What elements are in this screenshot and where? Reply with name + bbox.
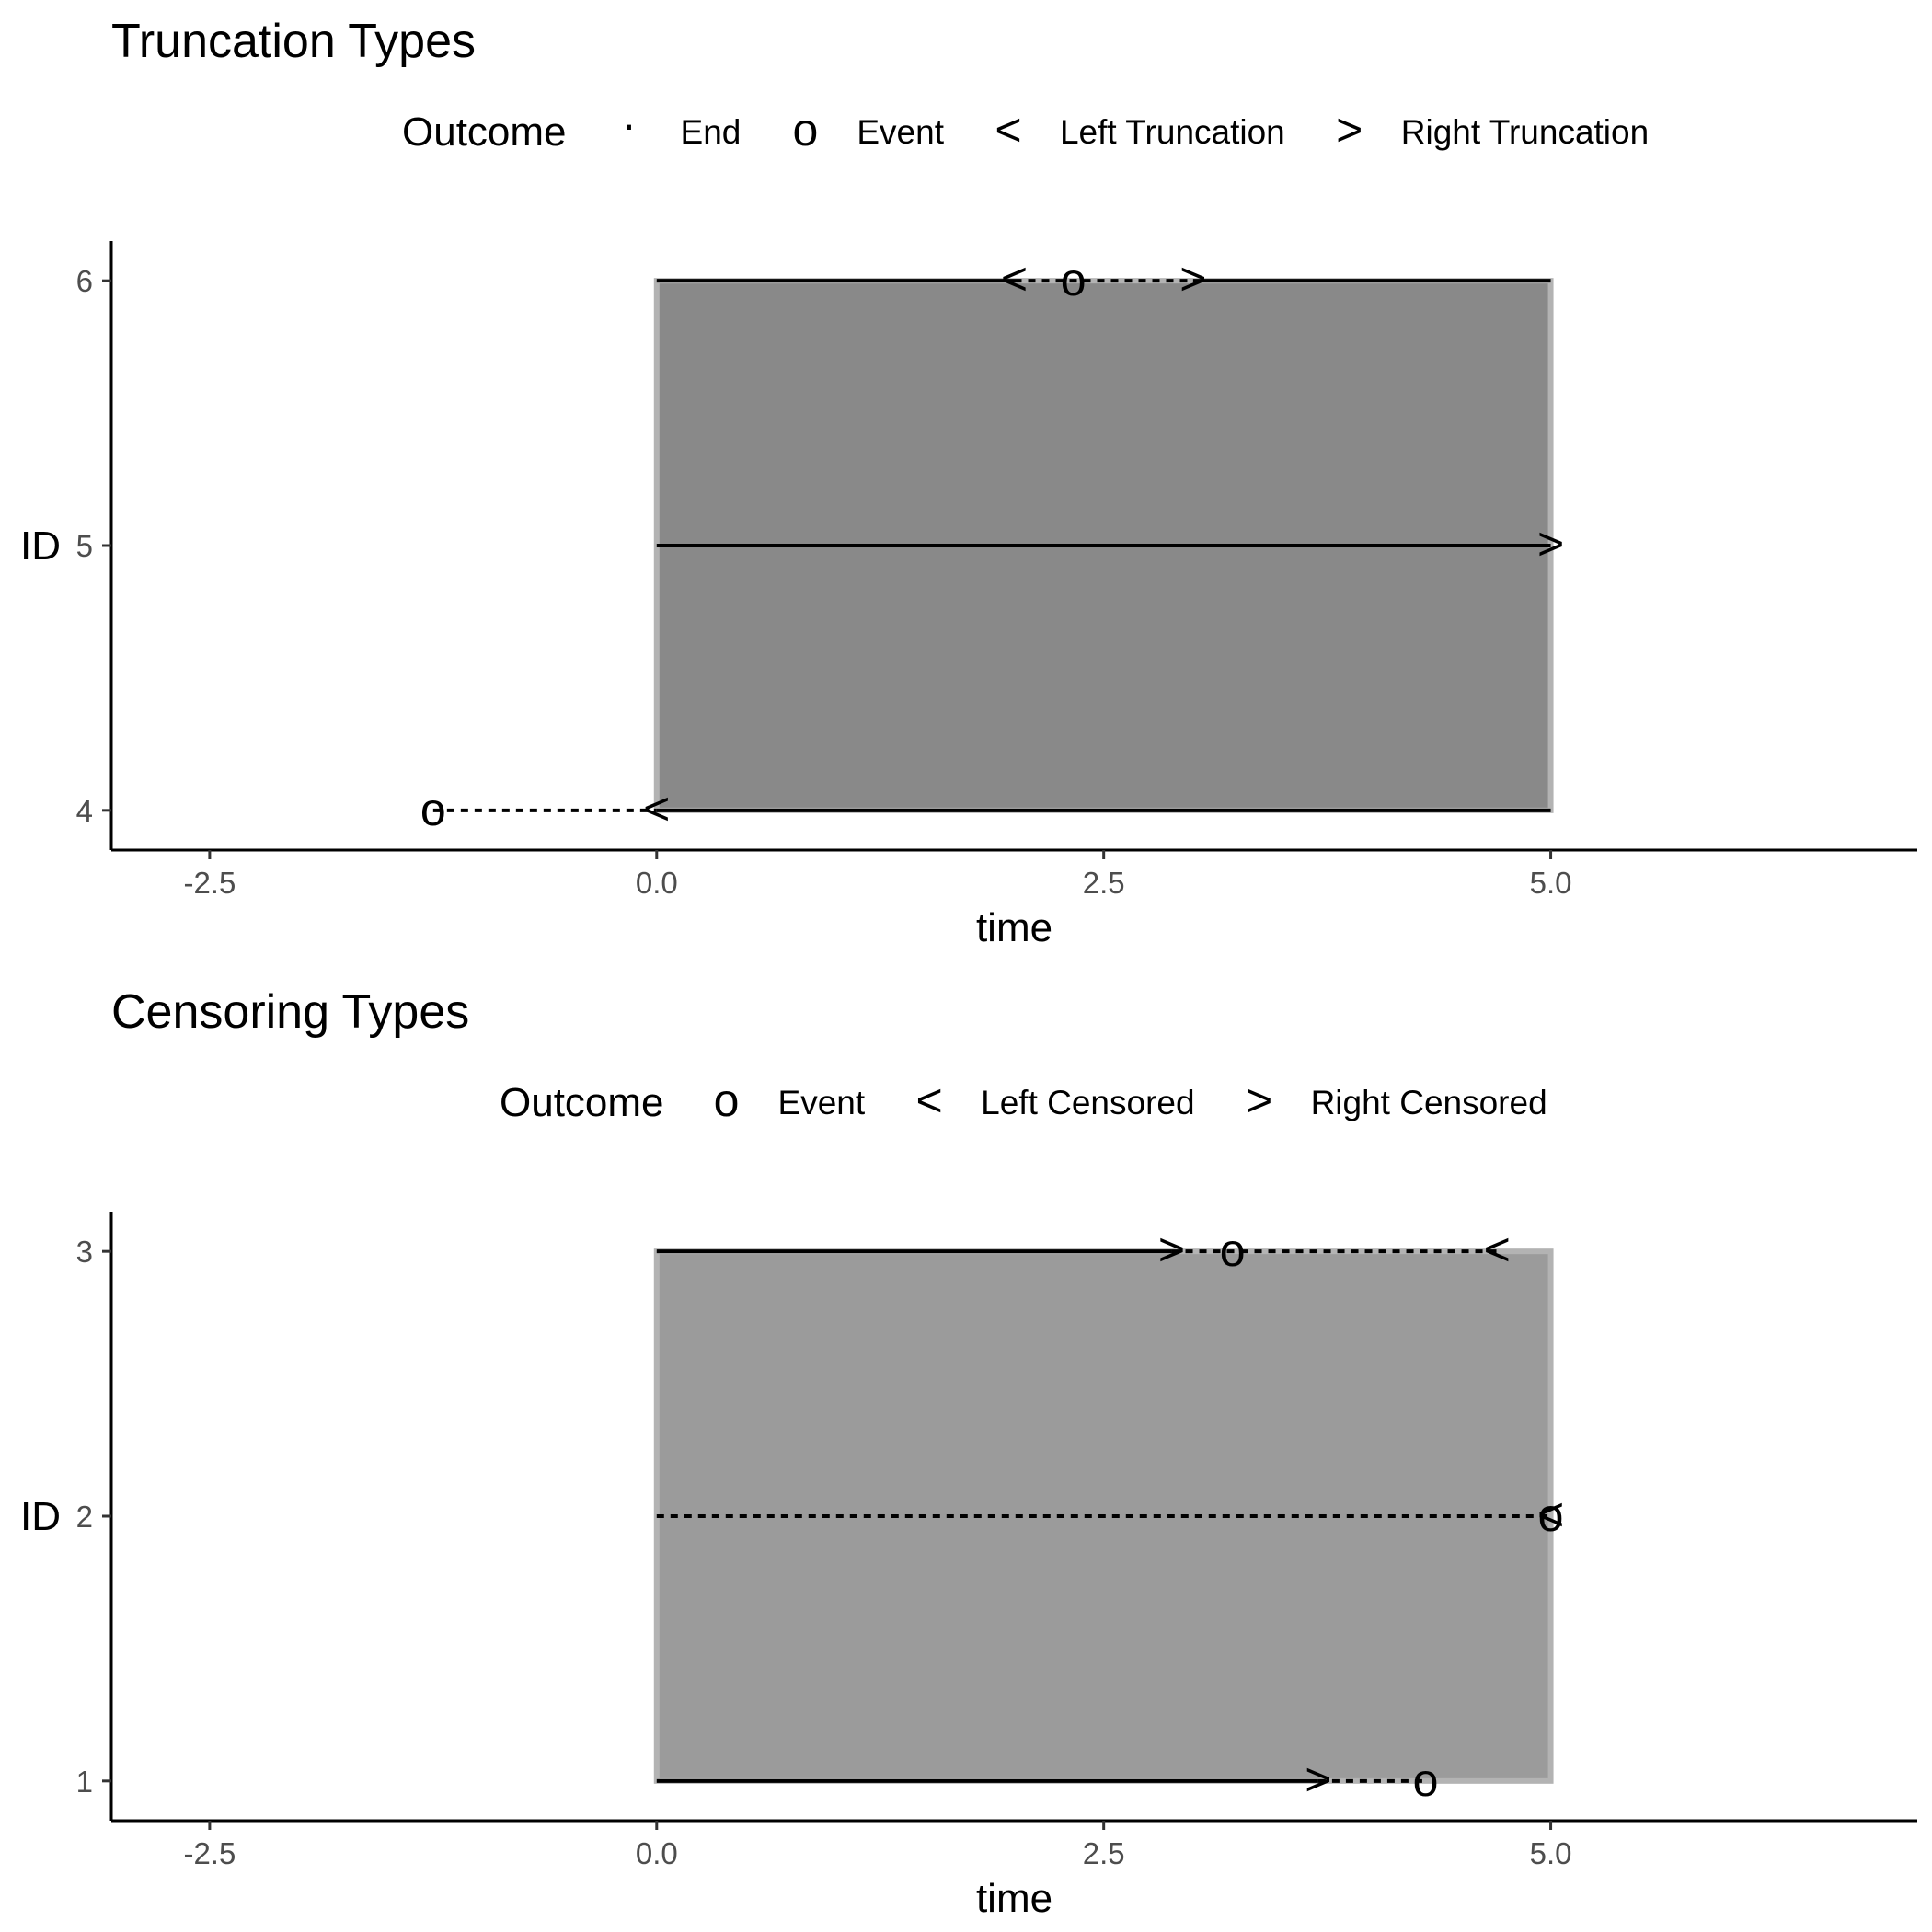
x-tick-label: 5.0	[1530, 1836, 1572, 1870]
left-marker: <	[643, 783, 670, 834]
legend-key-symbol: >	[1336, 104, 1363, 155]
legend-label: Left Censored	[981, 1084, 1194, 1121]
chart-title: Truncation Types	[111, 15, 476, 68]
chart-title: Censoring Types	[111, 985, 469, 1039]
legend-label: Left Truncation	[1060, 113, 1285, 151]
legend-key-symbol: <	[995, 104, 1021, 155]
left-marker: <	[1537, 1489, 1564, 1540]
x-axis-title: time	[976, 905, 1052, 950]
x-tick-label: 2.5	[1083, 1836, 1125, 1870]
y-tick-label: 3	[76, 1235, 93, 1269]
x-tick-label: 5.0	[1530, 866, 1572, 900]
x-tick-label: 0.0	[636, 1836, 678, 1870]
legend-label: Event	[778, 1084, 866, 1121]
legend-label: End	[681, 113, 742, 151]
y-axis-title: ID	[20, 1494, 61, 1539]
right-marker: >	[1158, 1224, 1185, 1275]
legend-key-symbol: ·	[621, 98, 637, 150]
censoring-panel: Censoring Types Outcome o Event < Left Censor…	[20, 985, 1917, 1921]
x-tick-label: 2.5	[1083, 866, 1125, 900]
right-marker: >	[1537, 518, 1564, 569]
legend-key-symbol: o	[792, 104, 818, 155]
y-axis-title: ID	[20, 523, 61, 569]
left-marker: <	[1001, 253, 1028, 305]
legend-label: Event	[857, 113, 944, 151]
x-axis-title: time	[976, 1876, 1052, 1921]
event-marker: o	[1538, 1489, 1564, 1541]
truncation-panel: Truncation Types Outcome · End o Event < Left T…	[20, 15, 1917, 950]
legend-key-symbol: o	[714, 1075, 740, 1126]
legend-label: Right Truncation	[1401, 113, 1649, 151]
right-marker: >	[1179, 253, 1206, 305]
legend-label: Right Censored	[1311, 1084, 1547, 1121]
y-tick-label: 4	[76, 794, 93, 828]
event-marker: o	[420, 784, 446, 835]
x-tick-label: -2.5	[183, 866, 236, 900]
left-marker: <	[1484, 1224, 1511, 1275]
y-tick-label: 1	[76, 1765, 93, 1799]
event-marker: o	[1220, 1225, 1246, 1276]
x-tick-label: -2.5	[183, 1836, 236, 1870]
legend-key-symbol: <	[916, 1075, 943, 1126]
y-tick-label: 6	[76, 264, 93, 298]
event-marker: o	[1413, 1754, 1439, 1806]
right-marker: >	[1305, 1754, 1331, 1805]
y-tick-label: 5	[76, 529, 93, 563]
x-tick-label: 0.0	[636, 866, 678, 900]
event-marker: o	[1061, 254, 1087, 305]
legend-title: Outcome	[402, 109, 567, 155]
legend-title: Outcome	[500, 1080, 664, 1125]
legend-key-symbol: >	[1246, 1075, 1272, 1126]
y-tick-label: 2	[76, 1500, 93, 1534]
